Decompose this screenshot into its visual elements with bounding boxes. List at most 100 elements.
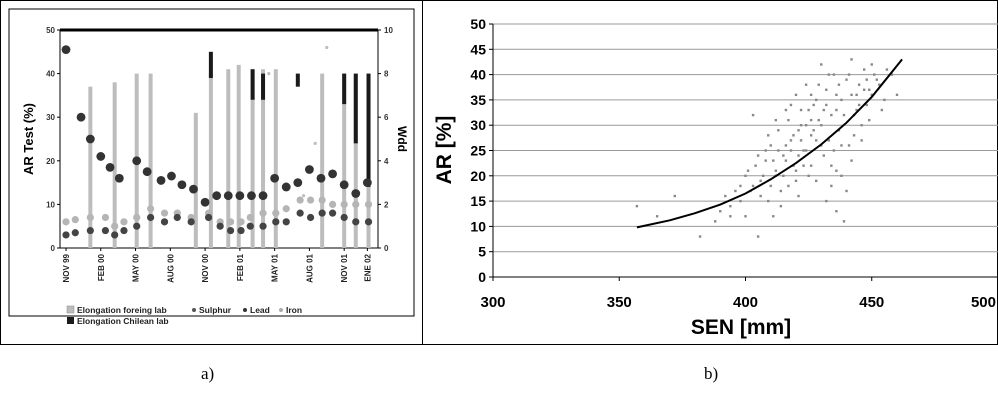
scatter-point bbox=[878, 83, 881, 86]
scatter-point bbox=[799, 108, 803, 112]
marker-sulphur bbox=[352, 218, 360, 226]
scatter-point bbox=[865, 103, 868, 107]
scatter-point bbox=[777, 129, 780, 132]
marker-lead bbox=[282, 205, 290, 213]
scatter-point bbox=[655, 215, 659, 218]
scatter-point bbox=[761, 174, 765, 177]
bar-foreign-lab bbox=[226, 69, 231, 249]
scatter-point bbox=[873, 73, 876, 76]
marker-sulphur bbox=[226, 226, 235, 235]
marker-wdd bbox=[328, 169, 337, 179]
scatter-point bbox=[850, 159, 853, 162]
scatter-point bbox=[840, 174, 843, 177]
scatter-point bbox=[789, 139, 793, 142]
scatter-point bbox=[782, 154, 785, 157]
marker-wdd bbox=[142, 167, 152, 177]
scatter-point bbox=[724, 194, 727, 198]
scatter-point bbox=[767, 134, 770, 137]
scatter-point bbox=[784, 159, 788, 162]
bar-chilean-lab bbox=[366, 73, 371, 187]
bar-foreign-lab bbox=[193, 112, 198, 248]
chart-a-y-label: AR Test (%) bbox=[21, 103, 36, 175]
scatter-point bbox=[868, 118, 871, 122]
legend-swatch-foreign bbox=[66, 305, 75, 314]
x-tick-label: 500 bbox=[971, 294, 996, 311]
legend-marker-lead bbox=[243, 308, 247, 312]
x-tick-label: AUG 00 bbox=[166, 253, 175, 282]
scatter-point bbox=[784, 144, 788, 147]
marker-wdd bbox=[189, 184, 198, 194]
y-tick-label: 40 bbox=[470, 67, 486, 83]
scatter-point bbox=[807, 108, 810, 112]
scatter-point bbox=[729, 204, 732, 208]
scatter-point bbox=[772, 159, 775, 162]
y2-tick-label: 8 bbox=[384, 70, 389, 79]
scatter-point bbox=[847, 73, 851, 76]
scatter-point bbox=[698, 235, 702, 238]
marker-sulphur bbox=[237, 226, 245, 235]
scatter-point bbox=[855, 93, 858, 97]
x-tick-label: NOV 99 bbox=[62, 253, 71, 282]
marker-lead bbox=[62, 218, 70, 226]
scatter-point bbox=[754, 164, 757, 167]
bar-foreign-lab bbox=[261, 69, 266, 249]
scatter-point bbox=[870, 93, 873, 97]
y2-tick-label: 10 bbox=[384, 26, 393, 35]
marker-lead bbox=[306, 196, 315, 204]
bar-chilean-lab bbox=[250, 69, 255, 100]
marker-wdd bbox=[293, 178, 303, 188]
scatter-point bbox=[825, 103, 828, 107]
y-tick-label: 35 bbox=[470, 92, 486, 108]
x-tick-label: 400 bbox=[733, 294, 758, 311]
scatter-point bbox=[809, 118, 813, 122]
scatter-point bbox=[825, 199, 828, 203]
scatter-point bbox=[756, 235, 760, 238]
bar-chilean-lab bbox=[342, 73, 347, 105]
marker-lead bbox=[120, 218, 128, 226]
marker-wdd bbox=[305, 165, 314, 174]
marker-lead bbox=[340, 200, 348, 208]
scatter-point bbox=[842, 220, 846, 223]
marker-lead bbox=[272, 209, 280, 217]
scatter-point bbox=[799, 124, 803, 127]
marker-sulphur bbox=[216, 222, 224, 230]
scatter-point bbox=[767, 199, 770, 203]
bar-foreign-lab bbox=[320, 73, 325, 248]
scatter-point bbox=[787, 184, 790, 188]
chart-b-gridlines bbox=[493, 23, 998, 253]
marker-sulphur bbox=[187, 218, 195, 226]
caption-b: b) bbox=[704, 364, 719, 383]
y-tick-label: 45 bbox=[470, 41, 486, 57]
marker-wdd bbox=[96, 152, 106, 161]
chart-b-axis-labels: 0 5 10 15 20 25 30 35 40 45 50 300 350 400 450 500 bbox=[470, 16, 998, 311]
scatter-point bbox=[832, 149, 836, 152]
chart-b-trend-curve bbox=[636, 58, 903, 229]
x-tick-label: NOV 01 bbox=[340, 253, 349, 282]
scatter-point bbox=[792, 134, 795, 137]
marker-sulphur bbox=[111, 231, 119, 239]
scatter-point bbox=[635, 204, 639, 208]
scatter-point bbox=[852, 134, 856, 137]
scatter-point bbox=[809, 134, 813, 137]
scatter-point bbox=[857, 103, 861, 107]
scatter-point bbox=[865, 78, 868, 81]
scatter-point bbox=[772, 215, 775, 218]
marker-wdd bbox=[61, 45, 71, 55]
marker-wdd bbox=[156, 176, 166, 185]
scatter-point bbox=[673, 194, 676, 198]
marker-sulphur bbox=[246, 222, 254, 230]
y2-tick-label: 0 bbox=[384, 244, 389, 253]
scatter-point bbox=[794, 169, 798, 172]
bar-foreign-lab bbox=[148, 73, 153, 248]
marker-wdd bbox=[270, 173, 280, 183]
bar-foreign-lab bbox=[342, 73, 347, 248]
scatter-point bbox=[812, 129, 815, 132]
x-tick-label: MAY 01 bbox=[271, 253, 280, 282]
x-tick-label: MAY 00 bbox=[132, 253, 141, 282]
marker-sulphur bbox=[282, 218, 290, 226]
scatter-point bbox=[739, 184, 742, 188]
y2-tick-label: 4 bbox=[384, 157, 389, 166]
marker-wdd bbox=[235, 191, 245, 201]
y2-tick-label: 6 bbox=[384, 113, 389, 122]
marker-wdd bbox=[351, 189, 361, 198]
